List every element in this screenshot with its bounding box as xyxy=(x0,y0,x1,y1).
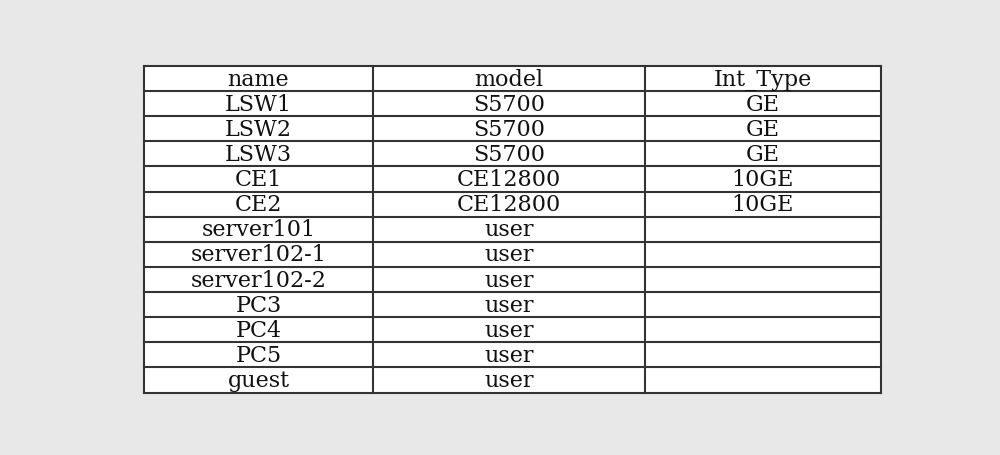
Text: S5700: S5700 xyxy=(473,93,545,116)
Text: guest: guest xyxy=(227,369,290,391)
Text: PC3: PC3 xyxy=(235,294,282,316)
Text: CE1: CE1 xyxy=(235,169,282,191)
Text: user: user xyxy=(484,269,534,291)
Text: user: user xyxy=(484,244,534,266)
Text: server102-1: server102-1 xyxy=(191,244,326,266)
Text: name: name xyxy=(228,68,289,91)
Text: LSW1: LSW1 xyxy=(225,93,292,116)
Text: PC5: PC5 xyxy=(235,344,282,366)
Text: Int_Type: Int_Type xyxy=(714,68,812,91)
Text: LSW2: LSW2 xyxy=(225,119,292,141)
Text: user: user xyxy=(484,319,534,341)
Text: S5700: S5700 xyxy=(473,119,545,141)
Text: CE2: CE2 xyxy=(235,194,282,216)
Text: 10GE: 10GE xyxy=(732,169,794,191)
Text: 10GE: 10GE xyxy=(732,194,794,216)
Text: GE: GE xyxy=(746,144,780,166)
Text: model: model xyxy=(474,68,543,91)
Text: S5700: S5700 xyxy=(473,144,545,166)
Text: CE12800: CE12800 xyxy=(457,194,561,216)
Text: user: user xyxy=(484,369,534,391)
Text: server101: server101 xyxy=(201,219,316,241)
Text: user: user xyxy=(484,344,534,366)
Text: user: user xyxy=(484,294,534,316)
Text: user: user xyxy=(484,219,534,241)
Text: CE12800: CE12800 xyxy=(457,169,561,191)
Text: LSW3: LSW3 xyxy=(225,144,292,166)
Text: server102-2: server102-2 xyxy=(191,269,326,291)
Text: PC4: PC4 xyxy=(235,319,282,341)
Text: GE: GE xyxy=(746,93,780,116)
Text: GE: GE xyxy=(746,119,780,141)
